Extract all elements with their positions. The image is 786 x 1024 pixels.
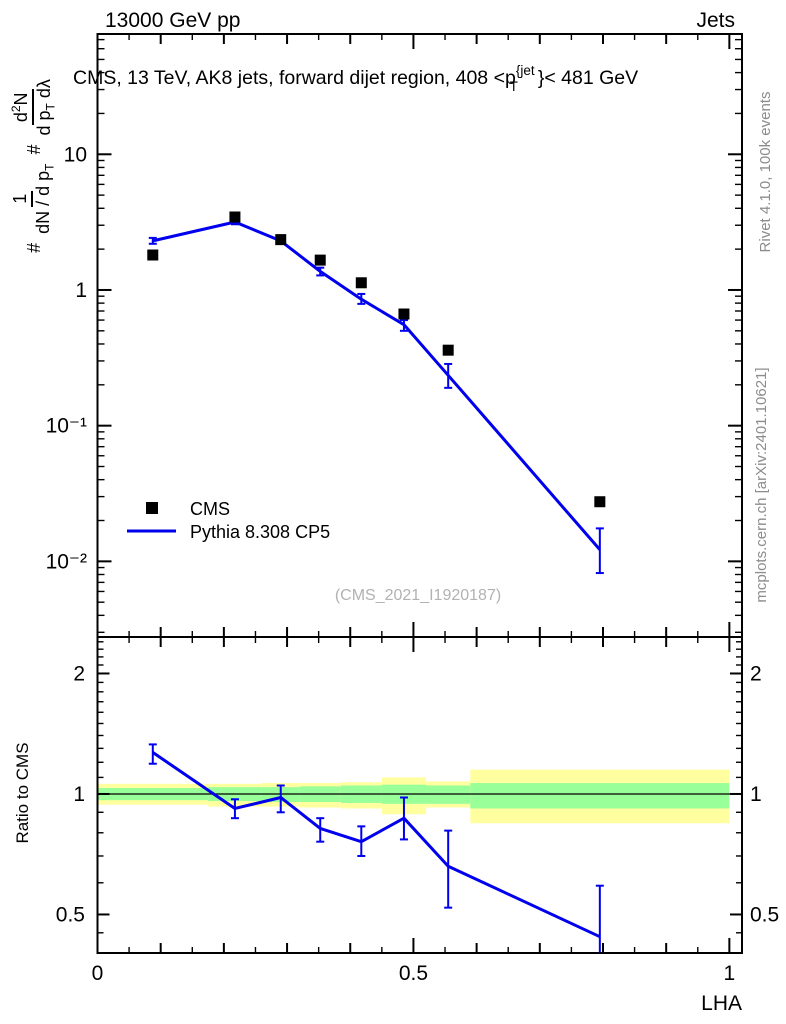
cms-data-marker xyxy=(229,211,241,223)
ratio-y-tick-label-right: 0.5 xyxy=(750,903,779,926)
cms-data-marker xyxy=(147,249,159,261)
y-formula-hash-1: # xyxy=(23,242,44,253)
mcplots-arxiv-note: mcplots.cern.ch [arXiv:2401.10621] xyxy=(753,367,770,602)
rivet-version-note: Rivet 4.1.0, 100k events xyxy=(757,92,774,253)
legend-pythia-label: Pythia 8.308 CP5 xyxy=(190,522,330,542)
beam-energy-label: 13000 GeV pp xyxy=(105,9,240,32)
ratio-panel-frame xyxy=(96,636,743,954)
cms-data-marker xyxy=(355,277,367,289)
plot-title-superscript: {jet xyxy=(516,63,535,78)
ratio-y-tick-label-left: 2 xyxy=(73,662,85,685)
x-tick-label: 1 xyxy=(724,962,736,985)
ratio-y-tick-label-left: 0.5 xyxy=(56,903,85,926)
main-y-tick-label: 10⁻² xyxy=(46,550,87,573)
main-y-tick-label: 10⁻¹ xyxy=(46,415,87,438)
x-axis-label: LHA xyxy=(701,992,742,1015)
plot-title-end: }< 481 GeV xyxy=(538,67,638,89)
main-y-tick-label: 1 xyxy=(75,279,87,302)
watermark: (CMS_2021_I1920187) xyxy=(335,587,501,604)
cms-data-marker xyxy=(442,344,454,356)
uncertainty-band-green xyxy=(470,783,730,809)
ratio-y-tick-label-right: 1 xyxy=(750,783,762,806)
legend-cms-marker-icon xyxy=(146,502,158,514)
cms-data-marker xyxy=(594,496,606,508)
cms-data-marker xyxy=(275,234,287,246)
cms-data-marker xyxy=(314,254,326,266)
process-label: Jets xyxy=(696,9,735,32)
plot-title-main: CMS, 13 TeV, AK8 jets, forward dijet reg… xyxy=(73,67,516,89)
pythia-line xyxy=(152,220,601,551)
main-y-tick-label: 10 xyxy=(64,143,87,166)
uncertainty-band-green xyxy=(426,785,471,804)
ratio-axis-label: Ratio to CMS xyxy=(13,742,32,843)
cms-data-marker xyxy=(398,308,410,320)
ratio-line xyxy=(151,751,601,939)
plot-title: CMS, 13 TeV, AK8 jets, forward dijet reg… xyxy=(73,63,638,94)
y-formula-fraction-1: 1 dN / d pT xyxy=(10,163,57,234)
x-tick-label: 0.5 xyxy=(399,962,428,985)
x-tick-label: 0 xyxy=(92,962,104,985)
generated-chart-layer: 0 0.5 1 10 1 10⁻¹ 10⁻² 2 2 1 1 0.5 0.5 xyxy=(46,33,779,985)
legend-cms-label: CMS xyxy=(190,499,230,519)
ratio-y-tick-label-right: 2 xyxy=(750,662,762,685)
main-panel-frame xyxy=(96,33,743,638)
y-formula-fraction-2: d2N d pT dλ xyxy=(9,79,58,136)
y-formula-hash-2: # xyxy=(23,144,44,155)
plot-title-subscript: T xyxy=(510,79,518,94)
ratio-y-tick-label-left: 1 xyxy=(73,783,85,806)
main-y-axis-label: # 1 dN / d pT # d2N d pT dλ xyxy=(4,36,64,296)
